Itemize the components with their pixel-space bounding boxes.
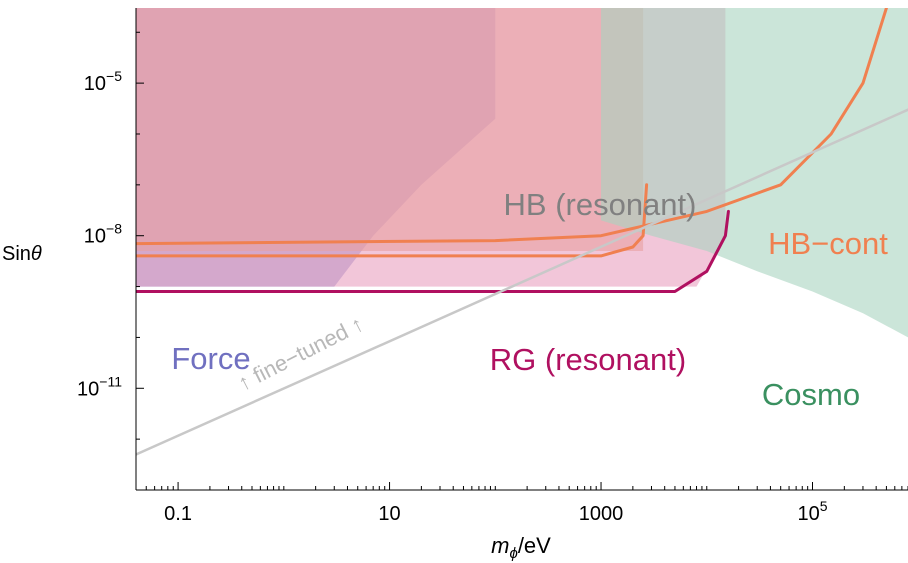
x-tick-label: 105 xyxy=(797,498,827,525)
curve-hb-resonant xyxy=(136,183,649,258)
label-hb-resonant: HB (resonant) xyxy=(504,187,697,222)
y-axis-title-rest: θ xyxy=(31,243,42,265)
label-force: Force xyxy=(171,341,250,376)
curve-hb-cont xyxy=(136,8,888,246)
y-tick-base: 10 xyxy=(84,73,106,95)
x-axis-title-main: m xyxy=(491,533,509,558)
x-axis-title-sub: ϕ xyxy=(509,545,517,562)
label-hb-cont: HB−cont xyxy=(768,226,888,261)
y-tick-label: 10−8 xyxy=(84,221,122,248)
x-tick-label: 0.1 xyxy=(164,503,192,525)
x-tick-base: 0.1 xyxy=(164,503,192,525)
label-fine-tuned: ↑ fine−tuned ↑ xyxy=(234,311,368,396)
region-hb-resonant xyxy=(136,8,644,251)
curve-fine-tuned xyxy=(136,108,908,456)
y-tick-base: 10 xyxy=(84,226,106,248)
y-axis-title-main: Sin xyxy=(2,243,31,265)
label-rg-resonant: RG (resonant) xyxy=(490,342,686,377)
y-axis-title: Sinθ xyxy=(2,243,42,265)
y-tick-exponent: −11 xyxy=(99,373,122,389)
y-tick-base: 10 xyxy=(77,378,99,400)
x-axis-title: mϕ/eV xyxy=(491,533,551,562)
y-tick-label: 10−11 xyxy=(77,373,122,400)
x-tick-label: 1000 xyxy=(579,503,624,525)
y-tick-exponent: −5 xyxy=(106,68,122,84)
x-tick-base: 1000 xyxy=(579,503,624,525)
x-tick-base: 10 xyxy=(797,503,819,525)
y-tick-label: 10−5 xyxy=(84,68,122,95)
excluded-regions xyxy=(136,8,908,440)
label-cosmo: Cosmo xyxy=(762,377,860,412)
region-cosmo xyxy=(601,8,908,338)
x-tick-label: 10 xyxy=(378,503,400,525)
y-tick-exponent: −8 xyxy=(106,221,122,237)
bound-curves xyxy=(136,8,908,456)
curve-rg-resonant xyxy=(136,209,730,293)
x-tick-exponent: 5 xyxy=(820,498,828,514)
x-axis-title-rest: /eV xyxy=(518,533,551,558)
plot-frame xyxy=(135,8,908,491)
x-tick-base: 10 xyxy=(378,503,400,525)
